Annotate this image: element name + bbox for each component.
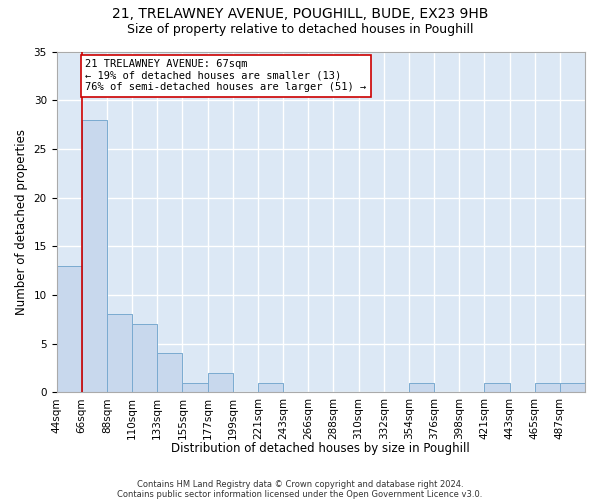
Bar bbox=[56, 266, 82, 392]
Bar bbox=[157, 354, 182, 392]
X-axis label: Distribution of detached houses by size in Poughill: Distribution of detached houses by size … bbox=[172, 442, 470, 455]
Bar bbox=[258, 382, 283, 392]
Bar bbox=[132, 324, 157, 392]
Text: 21 TRELAWNEY AVENUE: 67sqm
← 19% of detached houses are smaller (13)
76% of semi: 21 TRELAWNEY AVENUE: 67sqm ← 19% of deta… bbox=[85, 60, 367, 92]
Bar bbox=[82, 120, 107, 392]
Bar bbox=[107, 314, 132, 392]
Y-axis label: Number of detached properties: Number of detached properties bbox=[15, 129, 28, 315]
Bar bbox=[409, 382, 434, 392]
Bar bbox=[208, 373, 233, 392]
Bar bbox=[484, 382, 509, 392]
Bar bbox=[535, 382, 560, 392]
Text: Contains public sector information licensed under the Open Government Licence v3: Contains public sector information licen… bbox=[118, 490, 482, 499]
Text: 21, TRELAWNEY AVENUE, POUGHILL, BUDE, EX23 9HB: 21, TRELAWNEY AVENUE, POUGHILL, BUDE, EX… bbox=[112, 8, 488, 22]
Text: Size of property relative to detached houses in Poughill: Size of property relative to detached ho… bbox=[127, 22, 473, 36]
Bar bbox=[182, 382, 208, 392]
Text: Contains HM Land Registry data © Crown copyright and database right 2024.: Contains HM Land Registry data © Crown c… bbox=[137, 480, 463, 489]
Bar bbox=[560, 382, 585, 392]
